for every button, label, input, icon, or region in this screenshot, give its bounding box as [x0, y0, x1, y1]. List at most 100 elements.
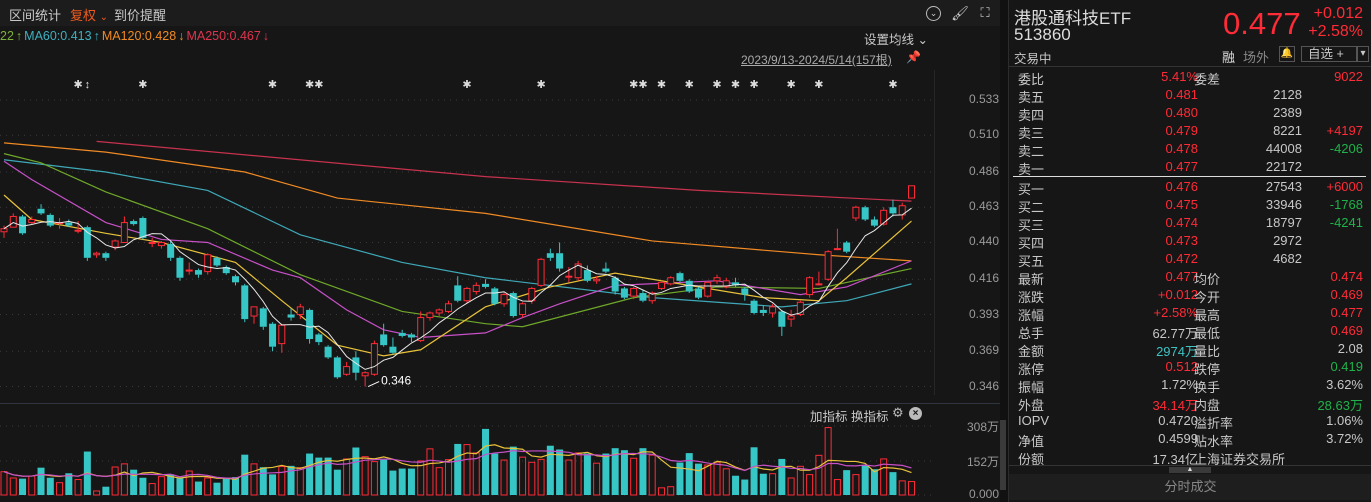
candle [806, 276, 814, 298]
switch-indicator-button[interactable]: 换指标 [851, 410, 889, 424]
otc-button[interactable]: 场外 [1243, 50, 1270, 65]
fullscreen-icon[interactable]: ⛶ [980, 5, 990, 20]
volume-bar [130, 469, 138, 495]
volume-tick-label: 0.000 [968, 487, 999, 501]
candle [361, 371, 369, 387]
volume-bar [602, 453, 610, 495]
candle-body [139, 217, 147, 238]
volume-bar [278, 466, 286, 496]
price-alert-button[interactable]: 到价提醒 [114, 8, 167, 23]
candle-body [491, 288, 499, 304]
level-price: 0.478 [1165, 141, 1198, 156]
stat-value: 0.477 [1330, 305, 1363, 320]
low-price-label: 0.346 [381, 374, 411, 388]
volume-bar [250, 463, 258, 496]
stat-row: 净值 0.4599 贴水率 3.72% [1009, 430, 1371, 449]
candle-body [907, 185, 915, 199]
level-label: 买一 [1018, 182, 1045, 197]
ma-legend-item: ↑ [15, 29, 23, 43]
volume-bar [852, 474, 860, 496]
watchlist-button[interactable]: 自选 + [1301, 46, 1357, 62]
date-range[interactable]: 2023/9/13-2024/5/14(157根) [741, 53, 892, 67]
volume-bar [482, 428, 490, 495]
ma-legend-item: MA120:0.428 [101, 29, 177, 43]
volume-bar [352, 447, 360, 495]
stat-row: IOPV 0.4720 溢折率 1.06% [1009, 412, 1371, 431]
candle [593, 276, 601, 284]
candle [139, 216, 147, 240]
bid-row[interactable]: 买二 0.475 33946 -1768 [1009, 196, 1371, 215]
divider [1009, 66, 1371, 67]
expand-up-icon[interactable]: ▲ [1169, 466, 1211, 473]
order-ratio-row: 委比 5.41% 委差 9022 [1009, 68, 1371, 87]
candle-body [759, 309, 767, 313]
panel-splitter-handle[interactable] [1000, 420, 1006, 490]
ma-legend-item: ↓ [178, 29, 185, 43]
candle [130, 219, 138, 226]
ma-legend-item: MA60:0.413 [24, 29, 92, 43]
ma30-line [3, 153, 912, 328]
candlestick-chart[interactable]: ✱ ↕ ✱ ✱ ✱ ✱ ✱ ✱ ✱ ✱ ✱ ✱ ✱ ✱ ✱ ✱ ✱ ✱0.346 [0, 70, 935, 400]
candle-body [806, 277, 814, 296]
adjust-dropdown[interactable]: 复权 ⌄ [70, 5, 108, 24]
volume-bar [657, 487, 665, 496]
candle [482, 279, 490, 289]
level-volume: 8221 [1273, 123, 1302, 138]
ask-row[interactable]: 卖四 0.480 2389 [1009, 104, 1371, 123]
candle [898, 202, 906, 220]
bid-row[interactable]: 买三 0.474 18797 -4241 [1009, 214, 1371, 233]
chevron-circle-icon[interactable]: ⌄ [926, 6, 941, 21]
candle [232, 274, 239, 286]
chevron-down-icon[interactable]: ▾ [1357, 46, 1369, 62]
price-tick-label: 0.440 [968, 234, 999, 249]
candle-body [630, 287, 638, 297]
stat-label: 净值 [1018, 434, 1045, 449]
ask-row[interactable]: 卖一 0.477 22172 [1009, 158, 1371, 177]
volume-bar [389, 470, 397, 495]
stat-row: 涨跌 +0.012 今开 0.469 [1009, 286, 1371, 305]
pin-icon[interactable]: 📌 [906, 50, 921, 64]
bid-row[interactable]: 买一 0.476 27543 +6000 [1009, 178, 1371, 197]
volume-bar [583, 453, 591, 495]
set-ma-button[interactable]: 设置均线 ⌄ [864, 33, 928, 47]
level-volume: 2389 [1273, 105, 1302, 120]
brush-icon[interactable]: 🖌 [951, 5, 969, 21]
stat-label: 总手 [1018, 326, 1045, 341]
event-marker: ✱ [814, 79, 823, 91]
stat-label: 贴水率 [1194, 434, 1234, 449]
candle-body [148, 241, 156, 244]
level-volume: 33946 [1265, 197, 1302, 212]
stat-value: 0.477 [1165, 269, 1198, 284]
level-volume: 44008 [1265, 141, 1302, 156]
candle [204, 253, 212, 275]
bell-icon[interactable]: 🔔 [1279, 46, 1295, 62]
close-icon[interactable]: × [909, 407, 922, 420]
bid-row[interactable]: 买五 0.472 4682 [1009, 250, 1371, 269]
candle [657, 280, 665, 290]
ask-row[interactable]: 卖二 0.478 44008 -4206 [1009, 140, 1371, 159]
volume-chart[interactable] [0, 420, 935, 500]
candle-body [519, 303, 527, 316]
ask-row[interactable]: 卖三 0.479 8221 +4197 [1009, 122, 1371, 141]
level-price: 0.481 [1165, 87, 1198, 102]
ask-row[interactable]: 卖五 0.481 2128 [1009, 86, 1371, 105]
stat-label: 金额 [1018, 344, 1045, 359]
tick-trades-tab[interactable]: 分时成交 [1009, 474, 1371, 500]
volume-bar [667, 486, 675, 496]
candle-body [796, 301, 804, 316]
stat-label: 最高 [1194, 308, 1221, 323]
candle-body [852, 206, 860, 219]
candle [695, 286, 702, 300]
volume-bar [722, 468, 730, 496]
ma-legend-item: MA250:0.467 [186, 29, 261, 43]
stat-label: 涨跌 [1018, 290, 1045, 305]
add-indicator-button[interactable]: 加指标 [810, 410, 848, 424]
event-marker: ✱ [786, 79, 795, 91]
volume-bar [695, 463, 702, 495]
interval-stats-button[interactable]: 区间统计 [9, 8, 62, 23]
gear-icon[interactable]: ⚙ [892, 405, 904, 420]
candle-body [778, 311, 786, 327]
stat-value: 0.474 [1330, 269, 1363, 284]
volume-bar [111, 466, 119, 496]
bid-row[interactable]: 买四 0.473 2972 [1009, 232, 1371, 251]
